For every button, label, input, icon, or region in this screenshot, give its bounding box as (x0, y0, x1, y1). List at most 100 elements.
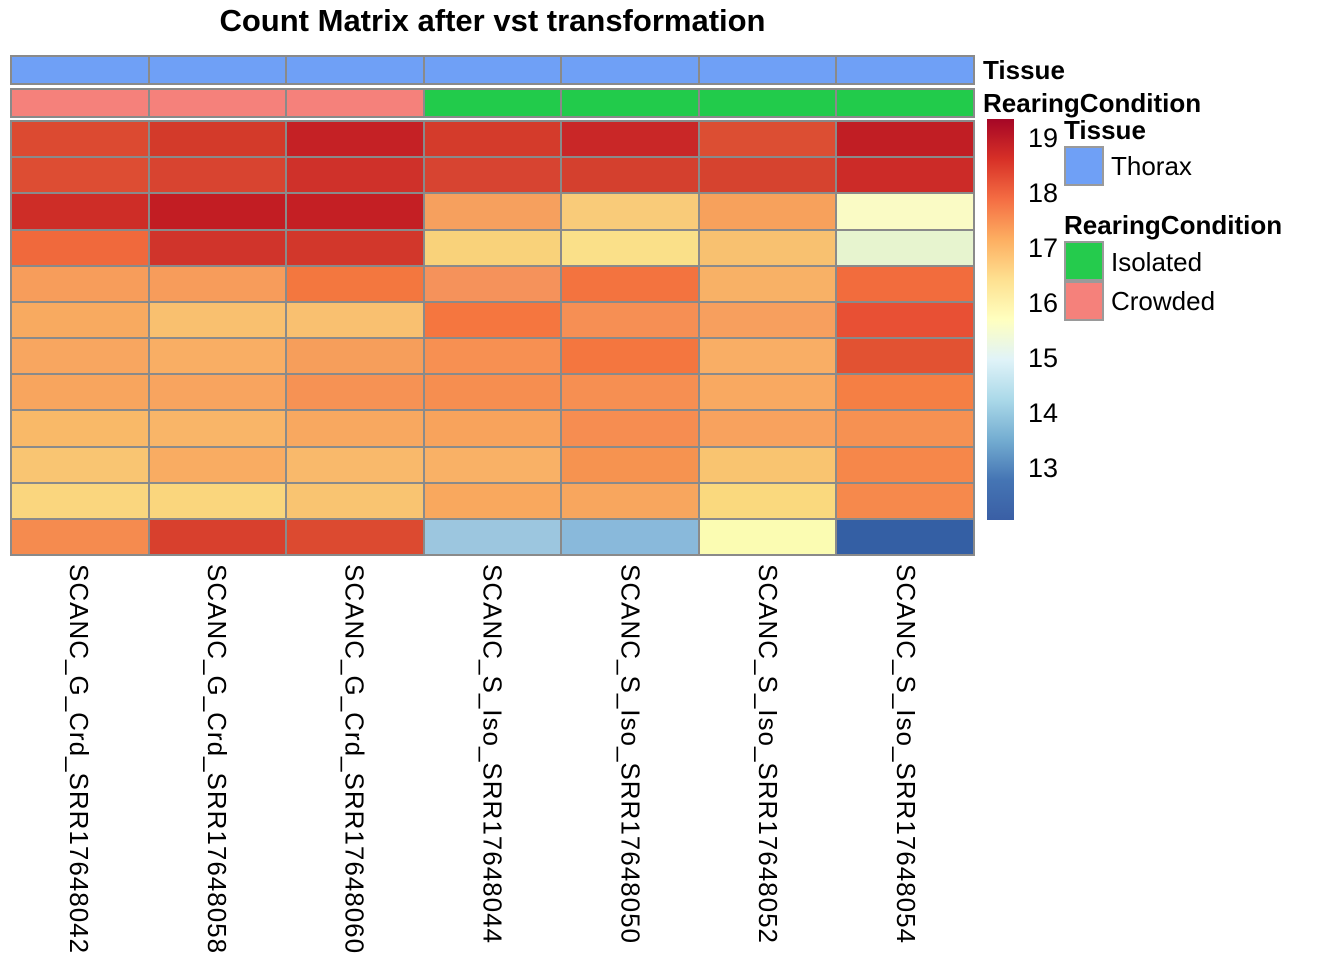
heatmap-cell (562, 339, 698, 374)
heatmap-cell (837, 483, 973, 518)
heatmap-cell (149, 483, 286, 518)
heatmap-cell (287, 158, 423, 193)
annotation-cell (837, 57, 973, 83)
heatmap-cell (562, 230, 698, 265)
column-label: SCANC_G_Crd_SRR17648058 (201, 564, 232, 955)
heatmap-cell (424, 302, 561, 337)
colorbar-tick-label: 16 (1028, 288, 1059, 318)
legend-isolated-label: Isolated (1111, 247, 1203, 277)
heatmap-cell (562, 122, 698, 157)
annotation-cell (149, 90, 286, 116)
column-label: SCANC_G_Crd_SRR17648042 (63, 564, 94, 955)
heatmap-cell (562, 375, 698, 410)
heatmap-cell (149, 194, 286, 229)
colorbar-tick-label: 19 (1028, 123, 1059, 153)
heatmap-cell (837, 411, 973, 446)
heatmap-cell (149, 122, 286, 157)
heatmap-cell (699, 122, 836, 157)
heatmap-cell (699, 230, 836, 265)
heatmap-cell (562, 519, 698, 554)
annotation-cell (424, 90, 561, 116)
heatmap-cell (562, 411, 698, 446)
heatmap-cell (424, 266, 561, 301)
heatmap-cell (12, 483, 148, 518)
heatmap-cell (699, 158, 836, 193)
heatmap-cell (149, 158, 286, 193)
heatmap-cell (837, 266, 973, 301)
heatmap-cell (699, 302, 836, 337)
colorbar-tick-label: 13 (1028, 453, 1059, 483)
heatmap-cell (12, 230, 148, 265)
colorbar-tick-label: 18 (1028, 178, 1059, 208)
heatmap-cell (287, 230, 423, 265)
colorbar-tick-label: 15 (1028, 343, 1059, 373)
annotation-cell (12, 57, 148, 83)
heatmap-cell (287, 339, 423, 374)
heatmap-cell (699, 266, 836, 301)
annotation-cell (287, 90, 423, 116)
legend-thorax-label: Thorax (1111, 151, 1192, 181)
heatmap-cell (424, 519, 561, 554)
heatmap-cell (699, 411, 836, 446)
heatmap-cell (562, 447, 698, 482)
heatmap-cell (837, 122, 973, 157)
legend-thorax-swatch (1064, 146, 1104, 186)
column-label: SCANC_S_Iso_SRR17648050 (615, 564, 646, 944)
heatmap-cell (699, 519, 836, 554)
heatmap-cell (562, 158, 698, 193)
annotation-cell (287, 57, 423, 83)
heatmap-cell (149, 519, 286, 554)
legend-crowded-label: Crowded (1111, 286, 1216, 316)
heatmap-cell (12, 122, 148, 157)
column-label: SCANC_S_Iso_SRR17648054 (891, 564, 922, 944)
heatmap-cell (837, 194, 973, 229)
heatmap-cell (699, 339, 836, 374)
heatmap-cell (12, 447, 148, 482)
heatmap-cell (12, 375, 148, 410)
tissue-annotation-label: Tissue (983, 55, 1065, 85)
heatmap-cell (12, 519, 148, 554)
heatmap-cell (12, 302, 148, 337)
heatmap-cell (424, 122, 561, 157)
heatmap-cell (562, 483, 698, 518)
heatmap-cell (837, 375, 973, 410)
annotation-cell (562, 57, 698, 83)
heatmap-cell (287, 122, 423, 157)
heatmap-cell (562, 266, 698, 301)
heatmap-cell (287, 483, 423, 518)
heatmap-cell (287, 266, 423, 301)
colorbar-tick-label: 17 (1028, 233, 1059, 263)
annotation-cell (562, 90, 698, 116)
heatmap-cell (837, 447, 973, 482)
heatmap-cell (12, 194, 148, 229)
heatmap-cell (12, 158, 148, 193)
heatmap-cell (699, 375, 836, 410)
heatmap-cell (424, 339, 561, 374)
heatmap-grid (10, 120, 975, 556)
heatmap-cell (837, 519, 973, 554)
column-label: SCANC_S_Iso_SRR17648044 (477, 564, 508, 944)
tissue-annotation-bar (10, 55, 975, 85)
heatmap-cell (149, 411, 286, 446)
colorbar-gradient (987, 119, 1014, 520)
rearing-annotation-bar (10, 88, 975, 118)
heatmap-cell (149, 375, 286, 410)
annotation-cell (837, 90, 973, 116)
heatmap-cell (424, 194, 561, 229)
heatmap-cell (149, 302, 286, 337)
heatmap-cell (424, 158, 561, 193)
heatmap-cell (287, 375, 423, 410)
heatmap-cell (12, 339, 148, 374)
heatmap-cell (287, 519, 423, 554)
annotation-cell (699, 57, 836, 83)
colorbar-tick-label: 14 (1028, 398, 1059, 428)
heatmap-cell (837, 230, 973, 265)
rearing-annotation-label: RearingCondition (983, 88, 1202, 118)
chart-title: Count Matrix after vst transformation (219, 3, 766, 38)
heatmap-cell (12, 411, 148, 446)
legend-tissue-header: Tissue (1064, 115, 1146, 145)
heatmap-cell (424, 447, 561, 482)
heatmap-cell (562, 194, 698, 229)
column-label: SCANC_S_Iso_SRR17648052 (753, 564, 784, 944)
